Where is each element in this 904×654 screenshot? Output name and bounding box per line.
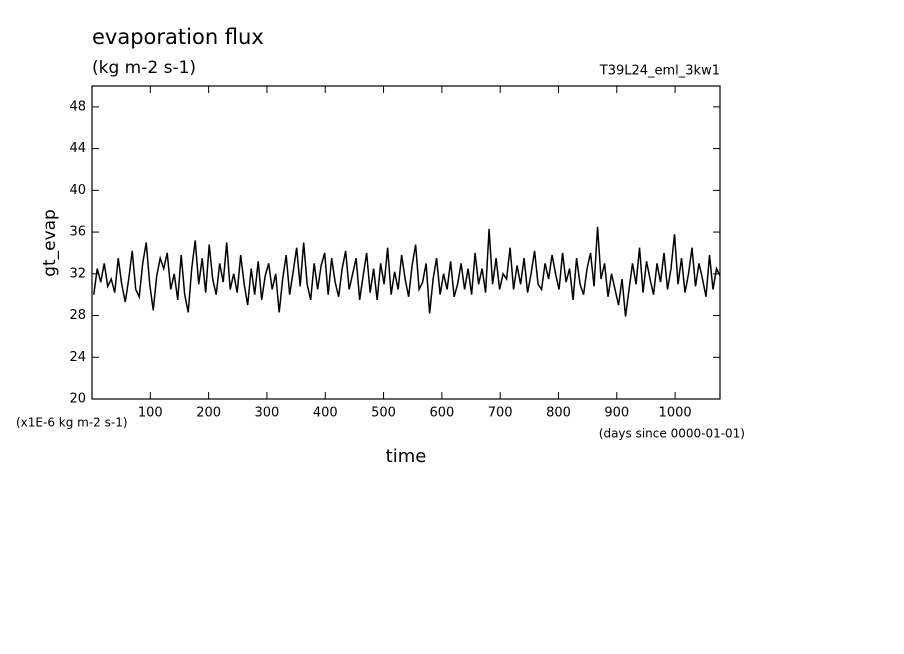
x-unit-note: (days since 0000-01-01) xyxy=(599,427,745,441)
plot-frame xyxy=(91,85,721,400)
x-tick-label: 700 xyxy=(488,406,513,421)
y-tick-label: 44 xyxy=(69,141,86,156)
x-tick-label: 500 xyxy=(371,406,396,421)
x-axis-label: time xyxy=(386,446,427,467)
y-axis-label: gt_evap xyxy=(40,209,60,277)
x-tick-label: 300 xyxy=(255,406,280,421)
x-tick-label: 600 xyxy=(429,406,454,421)
y-tick-label: 48 xyxy=(69,99,86,114)
y-unit-note: (x1E-6 kg m-2 s-1) xyxy=(16,416,128,430)
y-tick-label: 40 xyxy=(69,183,86,198)
annotation: T39L24_eml_3kw1 xyxy=(599,64,720,79)
x-tick-label: 100 xyxy=(138,406,163,421)
y-tick-label: 32 xyxy=(69,266,86,281)
x-tick-label: 800 xyxy=(546,406,571,421)
y-tick-label: 36 xyxy=(69,225,86,240)
x-tick-label: 900 xyxy=(604,406,629,421)
chart-subtitle: (kg m-2 s-1) xyxy=(92,58,196,78)
data-line xyxy=(93,226,721,317)
x-tick-label: 400 xyxy=(313,406,338,421)
x-tick-label: 1000 xyxy=(659,406,692,421)
y-tick-label: 28 xyxy=(69,308,86,323)
y-tick-label: 20 xyxy=(69,392,86,407)
x-tick-label: 200 xyxy=(196,406,221,421)
y-tick-label: 24 xyxy=(69,350,86,365)
chart-title: evaporation flux xyxy=(92,25,264,49)
